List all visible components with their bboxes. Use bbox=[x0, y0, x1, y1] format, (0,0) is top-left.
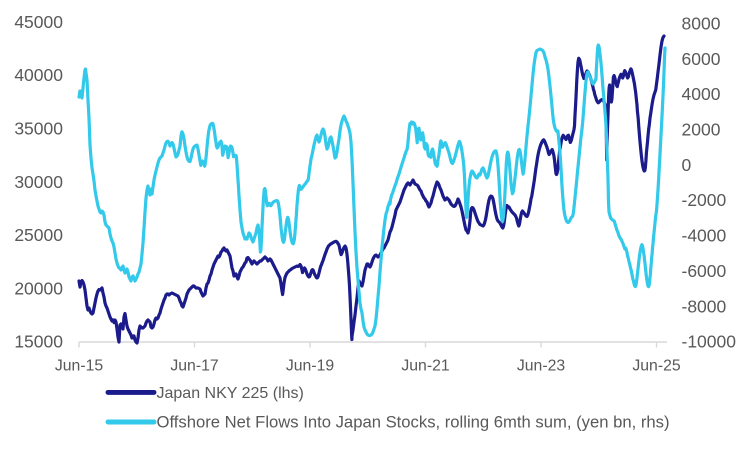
svg-text:30000: 30000 bbox=[14, 172, 63, 192]
svg-text:-4000: -4000 bbox=[682, 226, 727, 246]
svg-text:15000: 15000 bbox=[14, 332, 63, 352]
svg-text:Jun-19: Jun-19 bbox=[286, 358, 335, 375]
svg-text:20000: 20000 bbox=[14, 278, 63, 298]
svg-text:35000: 35000 bbox=[14, 118, 63, 138]
svg-text:-10000: -10000 bbox=[682, 332, 737, 352]
svg-text:Jun-21: Jun-21 bbox=[401, 358, 450, 375]
svg-text:25000: 25000 bbox=[14, 225, 63, 245]
svg-text:6000: 6000 bbox=[682, 49, 721, 69]
svg-text:Jun-17: Jun-17 bbox=[170, 358, 218, 375]
svg-text:8000: 8000 bbox=[682, 13, 721, 33]
svg-text:0: 0 bbox=[682, 155, 692, 175]
svg-text:Offshore Net Flows Into Japan: Offshore Net Flows Into Japan Stocks, ro… bbox=[157, 413, 670, 432]
svg-text:-2000: -2000 bbox=[682, 190, 727, 210]
svg-text:-6000: -6000 bbox=[682, 261, 727, 281]
svg-text:Japan NKY 225 (lhs): Japan NKY 225 (lhs) bbox=[157, 385, 304, 402]
svg-text:45000: 45000 bbox=[14, 12, 63, 32]
svg-text:Jun-23: Jun-23 bbox=[517, 358, 566, 375]
svg-text:2000: 2000 bbox=[682, 120, 721, 140]
svg-text:4000: 4000 bbox=[682, 84, 721, 104]
svg-text:-8000: -8000 bbox=[682, 296, 727, 316]
svg-text:Jun-25: Jun-25 bbox=[632, 358, 681, 375]
svg-text:Jun-15: Jun-15 bbox=[55, 358, 104, 375]
svg-text:40000: 40000 bbox=[14, 65, 63, 85]
